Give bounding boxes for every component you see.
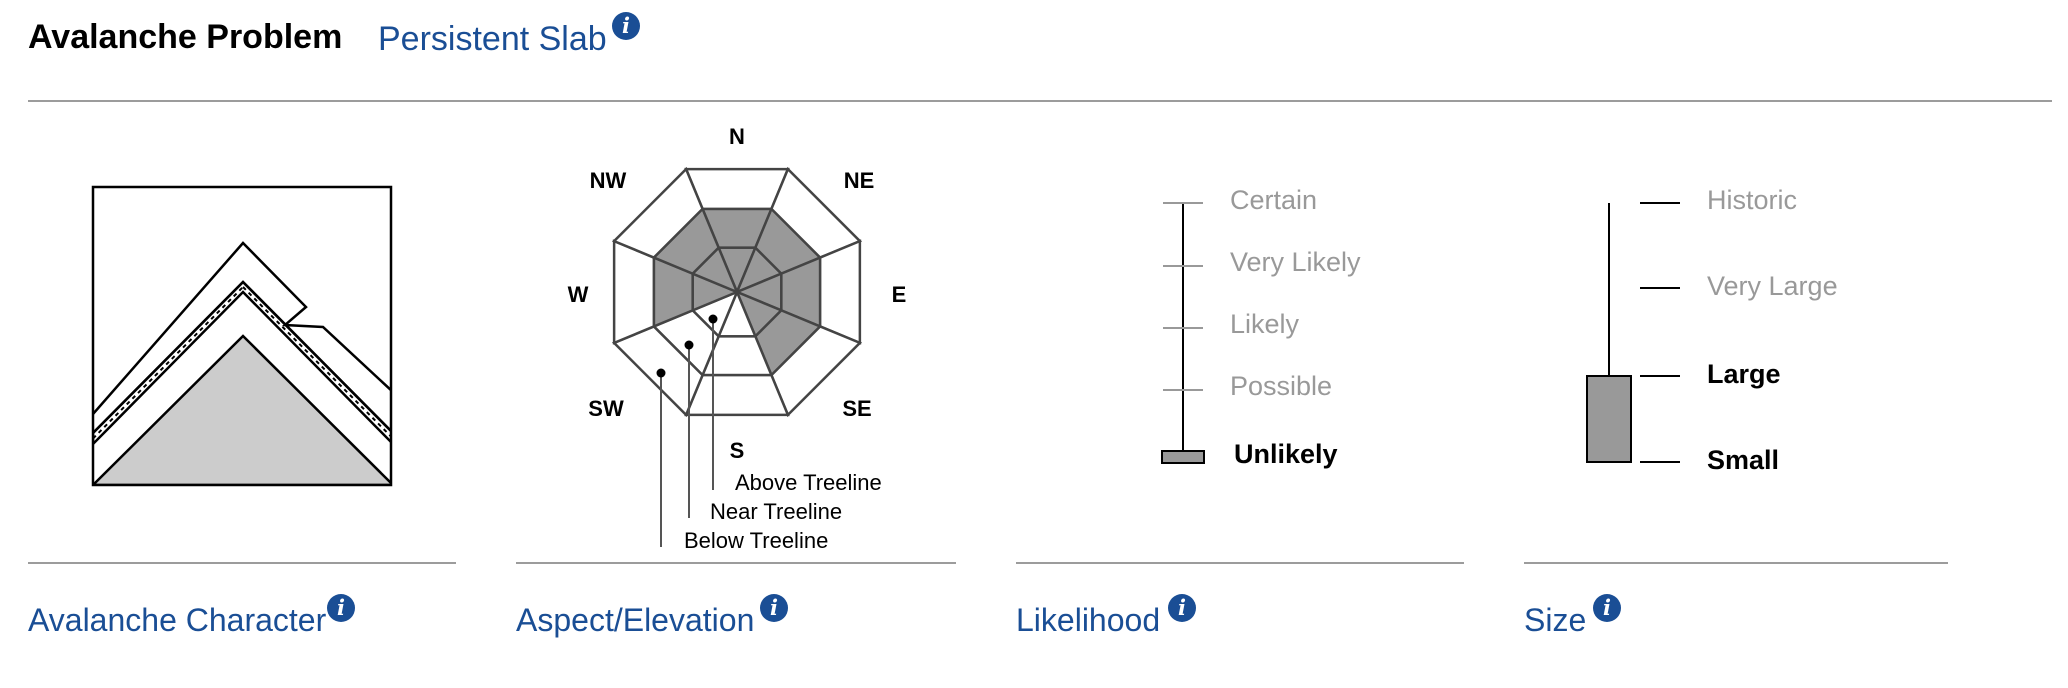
- near-treeline-label: Near Treeline: [710, 499, 843, 524]
- aspect-elevation-rose: [611, 166, 863, 547]
- size-small: Small: [1707, 445, 1780, 475]
- lower-slab: [93, 280, 391, 434]
- page-title: Avalanche Problem: [28, 18, 343, 56]
- direction-label-s: S: [729, 438, 745, 463]
- size-link[interactable]: Size: [1524, 602, 1587, 638]
- aspect-divider: [516, 562, 956, 564]
- direction-label-w: W: [567, 282, 589, 307]
- direction-label-se: SE: [842, 396, 872, 421]
- elevation-leader-dot: [684, 340, 694, 350]
- problem-type-link[interactable]: Persistent Slab: [378, 20, 607, 58]
- rose-sector-below-treeline-nw: [611, 166, 705, 260]
- likelihood-likely: Likely: [1230, 309, 1300, 339]
- size-divider: [1524, 562, 1948, 564]
- likelihood-certain: Certain: [1230, 185, 1318, 215]
- likelihood-marker: [1161, 450, 1205, 464]
- likelihood-info-icon[interactable]: i: [1168, 594, 1196, 622]
- below-treeline-label: Below Treeline: [684, 528, 829, 553]
- upper-slab: [93, 241, 391, 415]
- above-treeline-label: Above Treeline: [735, 470, 882, 495]
- weak-layer: [93, 280, 391, 446]
- character-divider: [28, 562, 456, 564]
- size-large: Large: [1707, 359, 1781, 389]
- elevation-leader-dot: [656, 368, 666, 378]
- aspect-elevation-info-icon[interactable]: i: [760, 594, 788, 622]
- aspect-elevation-link[interactable]: Aspect/Elevation: [516, 602, 755, 638]
- size-scale: [1586, 202, 1680, 463]
- size-range-bar: [1586, 375, 1632, 463]
- likelihood-unlikely: Unlikely: [1234, 439, 1338, 469]
- terrain-slope: [93, 334, 391, 485]
- direction-label-nw: NW: [589, 168, 627, 193]
- direction-label-n: N: [729, 124, 745, 149]
- direction-label-ne: NE: [843, 168, 875, 193]
- size-info-icon[interactable]: i: [1593, 594, 1621, 622]
- direction-label-sw: SW: [588, 396, 624, 421]
- likelihood-scale: [1161, 202, 1205, 464]
- elevation-leader-dot: [708, 314, 718, 324]
- likelihood-very-likely: Very Likely: [1230, 247, 1361, 277]
- size-historic: Historic: [1707, 185, 1798, 215]
- avalanche-character-graphic: [91, 185, 393, 487]
- header-divider: [28, 100, 2052, 102]
- likelihood-divider: [1016, 562, 1464, 564]
- size-very-large: Very Large: [1707, 271, 1838, 301]
- direction-label-e: E: [891, 282, 907, 307]
- avalanche-character-link[interactable]: Avalanche Character: [28, 602, 327, 638]
- likelihood-possible: Possible: [1230, 371, 1333, 401]
- avalanche-character-info-icon[interactable]: i: [327, 594, 355, 622]
- problem-type-info-icon[interactable]: i: [612, 12, 640, 40]
- likelihood-link[interactable]: Likelihood: [1016, 602, 1161, 638]
